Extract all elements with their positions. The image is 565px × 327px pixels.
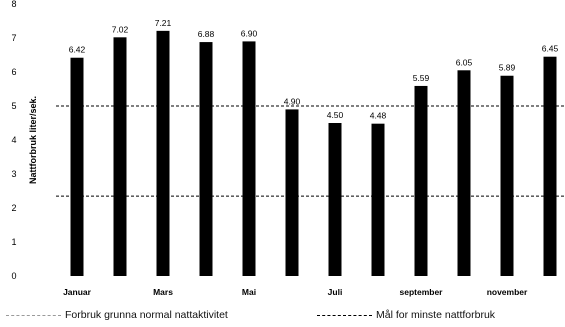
data-label: 6.88 bbox=[198, 29, 215, 39]
data-label: 7.21 bbox=[155, 18, 172, 28]
legend-swatch-minimum-target bbox=[317, 314, 372, 316]
bar bbox=[199, 42, 213, 276]
data-label: 5.89 bbox=[499, 63, 516, 73]
x-tick-label: Juli bbox=[328, 287, 343, 297]
y-tick-label: 7 bbox=[11, 33, 16, 43]
y-tick-label: 8 bbox=[11, 0, 16, 9]
y-tick-label: 2 bbox=[11, 203, 16, 213]
y-tick-label: 1 bbox=[11, 237, 16, 247]
data-label: 6.42 bbox=[69, 45, 86, 55]
x-tick-label: Mars bbox=[153, 287, 173, 297]
x-tick-label: november bbox=[487, 287, 528, 297]
legend-label-minimum-target: Mål for minste nattforbruk bbox=[376, 309, 496, 321]
bar bbox=[414, 85, 428, 276]
legend-item-minimum-target: Mål for minste nattforbruk bbox=[317, 309, 495, 321]
legend-label-normal-activity: Forbruk grunna normal nattaktivitet bbox=[65, 309, 228, 321]
y-tick-label: 4 bbox=[11, 135, 16, 145]
data-label: 6.05 bbox=[456, 57, 473, 67]
legend-swatch-normal-activity bbox=[6, 314, 61, 316]
y-tick-label: 0 bbox=[11, 271, 16, 281]
bar-chart: Nattforbruk liter/sek. 0 1 2 3 4 5 6 7 8 6.42 Jan… bbox=[11, 0, 565, 297]
bar bbox=[285, 109, 299, 277]
x-tick-label: september bbox=[400, 287, 444, 297]
x-tick-label: Januar bbox=[63, 287, 92, 297]
y-tick-label: 6 bbox=[11, 67, 16, 77]
bar bbox=[543, 56, 557, 277]
bar bbox=[500, 75, 514, 277]
y-tick-label: 3 bbox=[11, 169, 16, 179]
data-label: 4.50 bbox=[327, 110, 344, 120]
bar bbox=[371, 123, 385, 277]
bar bbox=[457, 70, 471, 276]
bar bbox=[70, 57, 84, 276]
bar bbox=[328, 123, 342, 276]
bar bbox=[242, 41, 256, 277]
data-label: 6.90 bbox=[241, 28, 258, 38]
x-tick-label: Mai bbox=[242, 287, 256, 297]
data-label: 4.48 bbox=[370, 111, 387, 121]
y-tick-label: 5 bbox=[11, 101, 16, 111]
bar bbox=[113, 37, 127, 276]
bar bbox=[156, 30, 170, 276]
data-label: 4.90 bbox=[284, 96, 301, 106]
y-axis-label: Nattforbruk liter/sek. bbox=[28, 96, 38, 184]
data-label: 7.02 bbox=[112, 24, 129, 34]
data-label: 6.45 bbox=[542, 44, 559, 54]
data-label: 5.59 bbox=[413, 73, 430, 83]
legend-item-normal-activity: Forbruk grunna normal nattaktivitet bbox=[6, 309, 228, 321]
